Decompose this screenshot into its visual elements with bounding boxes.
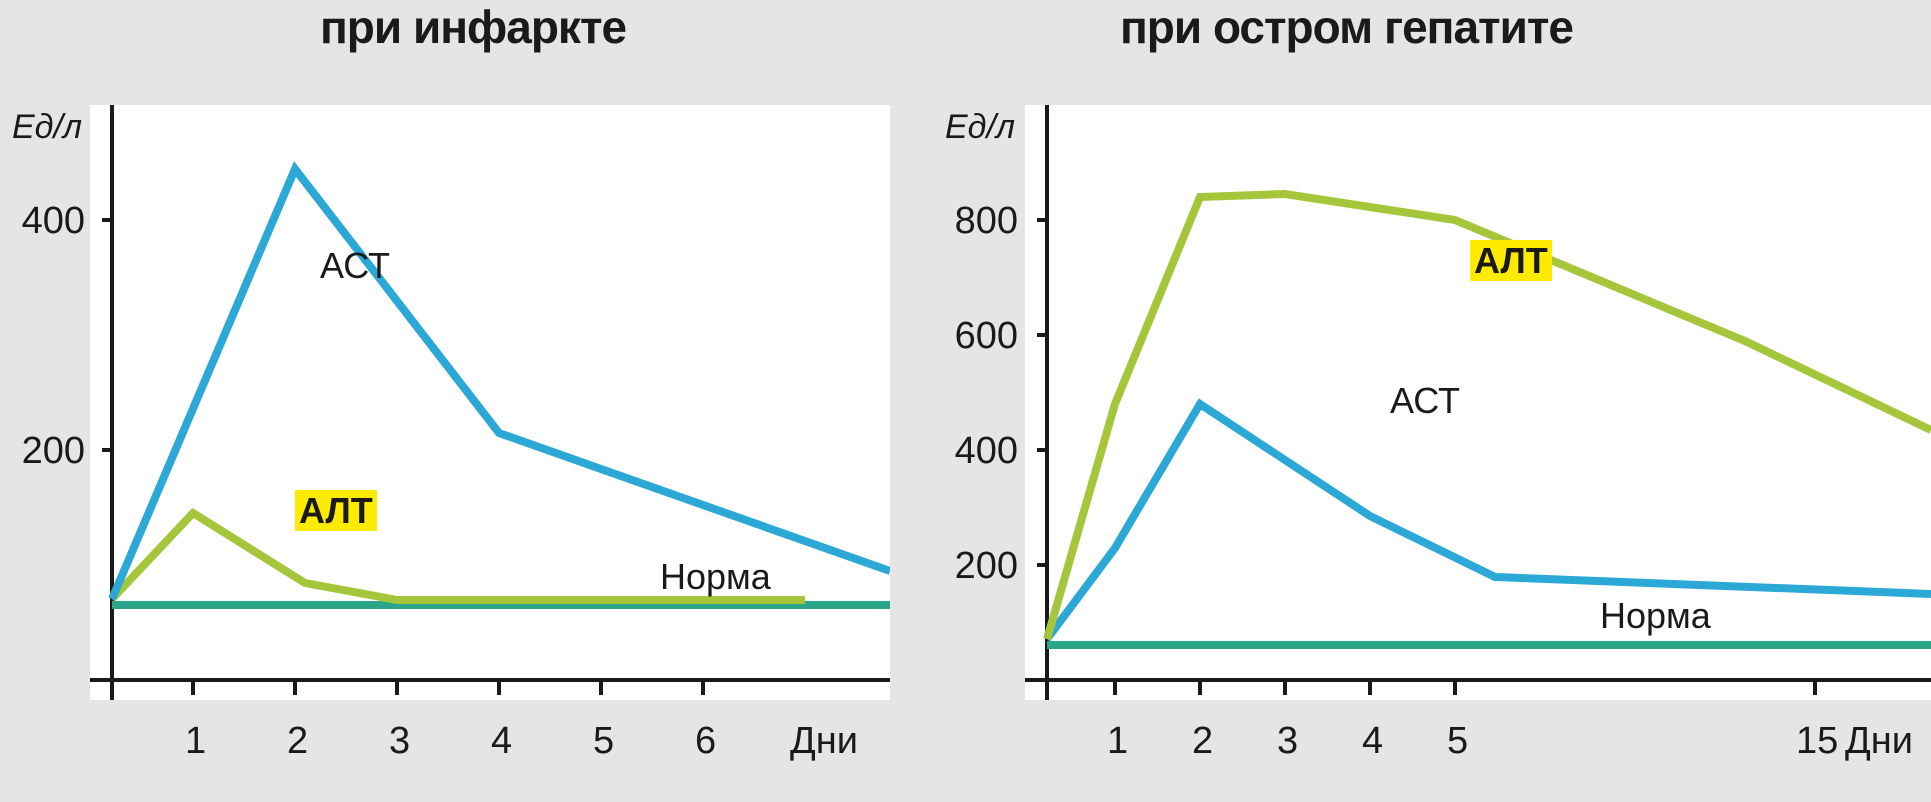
chart1-xtlabel-5: 5 xyxy=(593,720,614,763)
chart1-area xyxy=(90,105,890,700)
chart2-ytlabel-800: 800 xyxy=(948,200,1018,243)
chart1-title: при инфаркте xyxy=(320,0,626,54)
chart1-ast-label: АСТ xyxy=(320,245,390,287)
chart2-ast-label: АСТ xyxy=(1390,380,1460,422)
chart2-area xyxy=(1025,105,1931,700)
chart1-xtlabel-4: 4 xyxy=(491,720,512,763)
chart1-xtlabel-3: 3 xyxy=(389,720,410,763)
chart2-xlabel: Дни xyxy=(1845,720,1913,763)
chart2-svg xyxy=(1025,105,1931,700)
chart2-alt-label: АЛТ xyxy=(1470,240,1552,282)
chart2-xtlabel-15: 15 xyxy=(1796,720,1838,763)
chart2-norm-label: Норма xyxy=(1600,595,1711,637)
chart2-ylabel: Ед/л xyxy=(945,108,1015,147)
chart2-xtlabel-2: 2 xyxy=(1192,720,1213,763)
chart1-ytlabel-200: 200 xyxy=(15,430,85,473)
chart1-xtlabel-6: 6 xyxy=(695,720,716,763)
chart2-ytlabel-200: 200 xyxy=(948,545,1018,588)
chart2-ytlabel-400: 400 xyxy=(948,430,1018,473)
chart1-ytlabel-400: 400 xyxy=(15,200,85,243)
chart1-alt-label: АЛТ xyxy=(295,490,377,532)
chart2-ast-line xyxy=(1047,404,1931,639)
chart2-xtlabel-5: 5 xyxy=(1447,720,1468,763)
chart1-ylabel: Ед/л xyxy=(12,108,82,147)
chart2-ytlabel-600: 600 xyxy=(948,315,1018,358)
chart2-xtlabel-1: 1 xyxy=(1107,720,1128,763)
chart1-xlabel: Дни xyxy=(790,720,858,763)
chart2-title: при остром гепатите xyxy=(1120,0,1573,54)
chart1-svg xyxy=(90,105,890,700)
chart2-xtlabel-4: 4 xyxy=(1362,720,1383,763)
chart2-xtlabel-3: 3 xyxy=(1277,720,1298,763)
chart1-norm-label: Норма xyxy=(660,556,771,598)
chart1-xtlabel-2: 2 xyxy=(287,720,308,763)
chart1-xtlabel-1: 1 xyxy=(185,720,206,763)
